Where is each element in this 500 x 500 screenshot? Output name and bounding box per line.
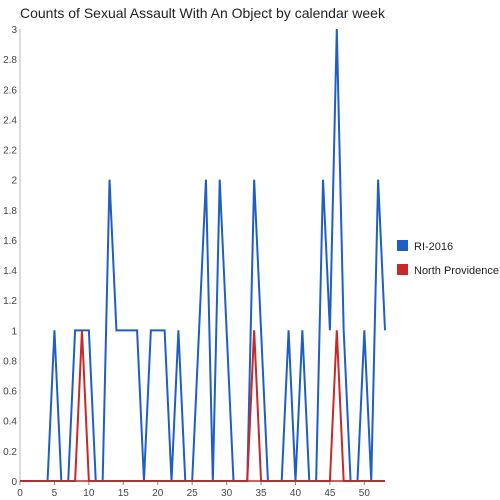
y-tick-label: 0.2 [3,447,17,458]
legend-swatch [397,264,408,275]
x-tick-label: 45 [324,488,336,499]
x-tick-label: 35 [255,488,267,499]
x-tick-label: 50 [359,488,371,499]
series-line-ri-2016 [46,28,386,482]
legend: RI-2016 North Providence [397,240,499,277]
y-tick-label: 1 [11,326,17,337]
x-tick-label: 0 [17,488,23,499]
x-tick-label: 20 [152,488,164,499]
y-tick-label: 1.2 [3,296,17,307]
y-tick-label: 0.6 [3,387,17,398]
legend-label: RI-2016 [414,241,453,253]
series-line-north-providence [20,330,385,482]
y-tick-label: 0.8 [3,356,17,367]
x-tick-label: 5 [52,488,58,499]
x-tick-label: 15 [118,488,130,499]
chart-title: Counts of Sexual Assault With An Object … [20,5,386,21]
x-tick-label: 25 [187,488,199,499]
y-tick-label: 2 [11,176,17,187]
y-tick-label: 1.4 [3,266,17,277]
x-tick-label: 10 [83,488,95,499]
legend-label: North Providence [414,265,499,277]
y-tick-label: 2.8 [3,55,17,66]
y-tick-label: 2.4 [3,115,17,126]
y-tick-label: 0.4 [3,417,17,428]
x-tick-label: 30 [221,488,233,499]
y-tick-label: 1.8 [3,206,17,217]
x-tick-label: 40 [290,488,302,499]
y-tick-label: 0 [11,477,17,488]
y-tick-label: 2.6 [3,85,17,96]
y-tick-label: 3 [11,25,17,36]
y-tick-label: 2.2 [3,146,17,157]
plot-area: 0 0.2 0.4 0.6 0.8 1 1.2 1.4 1.6 1.8 2 2.2 2.4 2.6 2.8 3… [3,25,386,499]
y-tick-label: 1.6 [3,236,17,247]
legend-swatch [397,240,408,251]
